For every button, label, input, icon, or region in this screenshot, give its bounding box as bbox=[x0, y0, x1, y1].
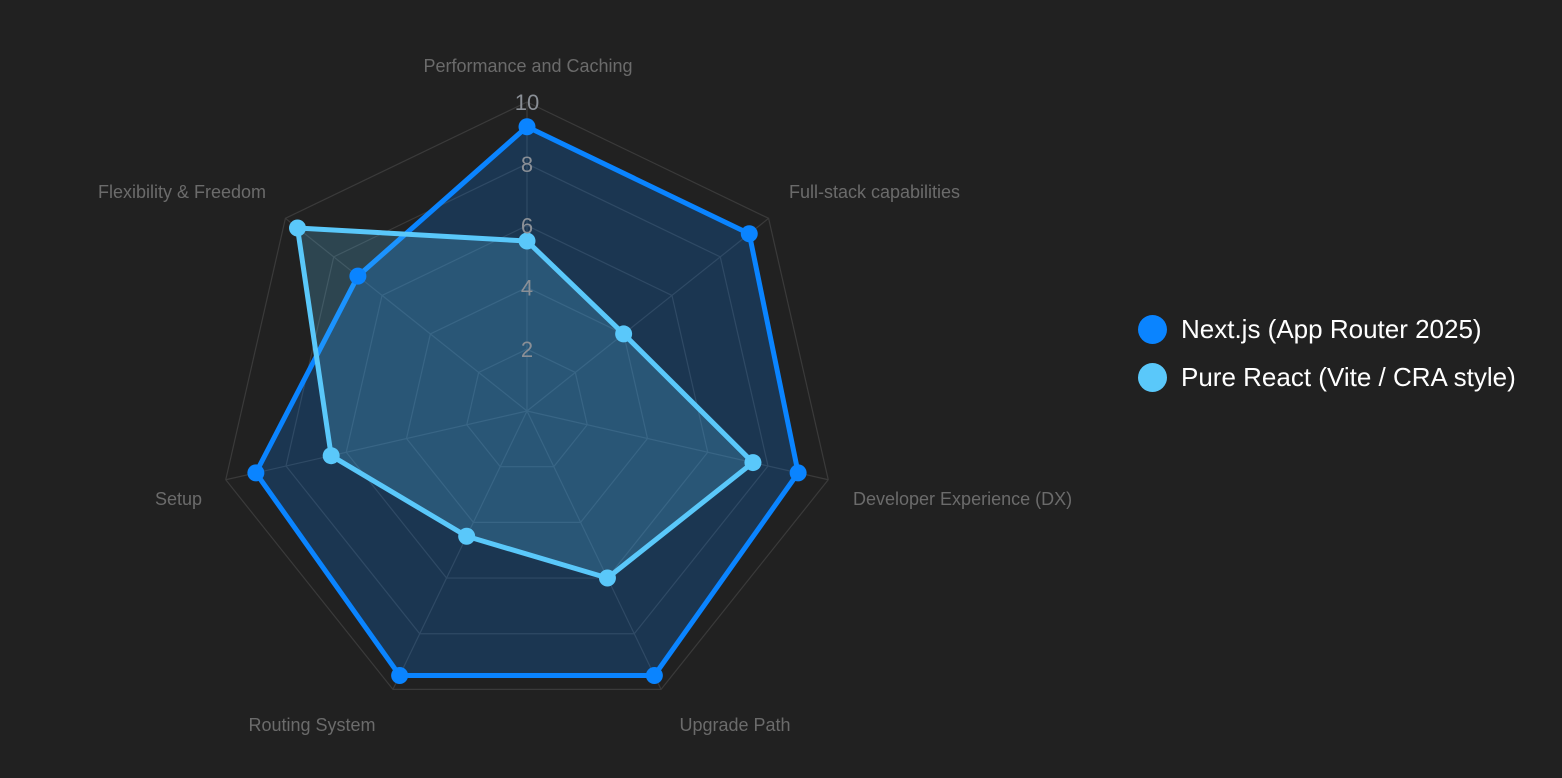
grid-spoke bbox=[392, 410, 528, 690]
radar-series bbox=[247, 118, 807, 684]
legend-label: Pure React (Vite / CRA style) bbox=[1181, 361, 1516, 392]
data-point[interactable] bbox=[518, 118, 536, 136]
grid-spoke bbox=[285, 217, 528, 412]
axis-label: Setup bbox=[155, 489, 202, 509]
axis-label: Routing System bbox=[248, 715, 375, 735]
axis-label: Performance and Caching bbox=[423, 56, 632, 76]
legend-item-nextjs[interactable]: Next.js (App Router 2025) bbox=[1138, 305, 1516, 353]
legend-item-pure-react[interactable]: Pure React (Vite / CRA style) bbox=[1138, 353, 1516, 401]
tick-label: 10 bbox=[515, 90, 539, 115]
grid-ring bbox=[345, 224, 709, 579]
data-point[interactable] bbox=[645, 666, 663, 684]
radar-grid bbox=[225, 101, 829, 690]
data-point[interactable] bbox=[247, 464, 265, 482]
data-point[interactable] bbox=[598, 569, 616, 587]
grid-ring bbox=[466, 348, 588, 468]
grid-spoke bbox=[225, 410, 528, 481]
legend-marker-icon bbox=[1138, 362, 1167, 392]
grid-spoke bbox=[526, 217, 769, 412]
grid-spoke bbox=[526, 410, 829, 481]
grid-ring bbox=[225, 101, 829, 690]
axis-label: Full-stack capabilities bbox=[789, 182, 960, 202]
data-point[interactable] bbox=[615, 325, 633, 343]
data-point[interactable] bbox=[518, 232, 536, 250]
legend-marker-icon bbox=[1138, 314, 1167, 344]
tick-label: 8 bbox=[521, 152, 533, 177]
tick-label: 2 bbox=[521, 337, 533, 362]
series-area bbox=[294, 225, 756, 581]
series-area bbox=[253, 124, 801, 678]
data-point[interactable] bbox=[288, 219, 306, 237]
tick-label: 6 bbox=[521, 214, 533, 239]
axis-labels: Performance and Caching Full-stack capabi… bbox=[98, 56, 1072, 735]
data-point[interactable] bbox=[391, 666, 409, 684]
data-point[interactable] bbox=[744, 454, 762, 472]
axis-label: Upgrade Path bbox=[679, 715, 790, 735]
data-point[interactable] bbox=[740, 225, 758, 243]
radial-tick-labels: 2 4 6 8 10 bbox=[515, 90, 539, 362]
data-point[interactable] bbox=[349, 267, 367, 285]
tick-label: 4 bbox=[521, 275, 533, 300]
legend-label: Next.js (App Router 2025) bbox=[1181, 313, 1482, 344]
axis-label: Developer Experience (DX) bbox=[853, 489, 1072, 509]
grid-ring bbox=[285, 163, 769, 635]
data-point[interactable] bbox=[789, 464, 807, 482]
grid-ring bbox=[405, 286, 649, 523]
data-point[interactable] bbox=[322, 447, 340, 465]
data-point[interactable] bbox=[458, 527, 476, 545]
legend: Next.js (App Router 2025) Pure React (Vi… bbox=[1138, 305, 1516, 401]
axis-label: Flexibility & Freedom bbox=[98, 182, 266, 202]
grid-spoke bbox=[526, 410, 662, 690]
